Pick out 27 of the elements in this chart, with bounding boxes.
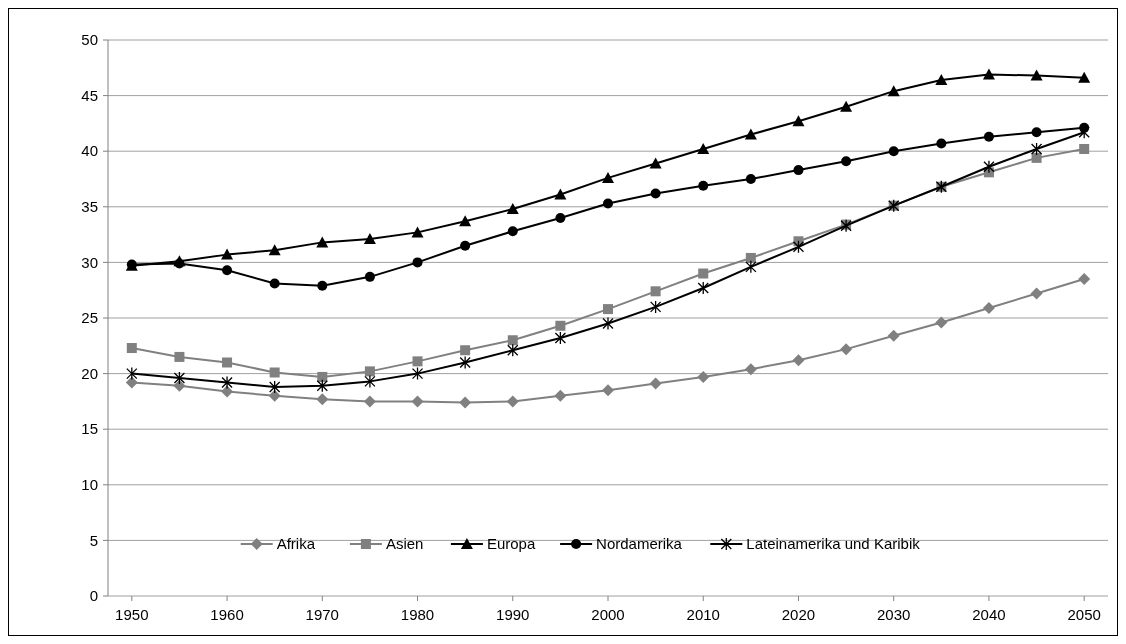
x-tick-label: 1960 <box>210 606 244 623</box>
x-tick-label: 1980 <box>400 606 435 623</box>
y-tick-label: 5 <box>89 531 98 549</box>
y-tick-label: 35 <box>81 198 98 216</box>
y-tick-label: 30 <box>81 253 98 271</box>
legend-label: Europa <box>486 535 536 553</box>
legend-label: Asien <box>385 535 424 553</box>
y-tick-label: 25 <box>81 309 98 327</box>
y-tick-label: 20 <box>81 364 98 382</box>
y-tick-label: 0 <box>89 587 98 605</box>
x-tick-label: 2050 <box>1067 606 1101 623</box>
x-tick-label: 2030 <box>877 606 911 623</box>
legend-label: Afrika <box>276 535 316 553</box>
y-tick-label: 45 <box>81 86 98 104</box>
x-tick-label: 2020 <box>781 606 816 623</box>
y-tick-label: 50 <box>81 31 98 49</box>
x-tick-label: 2040 <box>972 606 1006 623</box>
x-tick-label: 1990 <box>496 606 530 623</box>
y-tick-label: 40 <box>81 142 98 160</box>
x-tick-label: 1950 <box>115 606 149 623</box>
y-tick-label: 10 <box>81 476 98 494</box>
legend-label: Nordamerika <box>596 535 683 553</box>
y-tick-label: 15 <box>81 420 98 438</box>
x-tick-label: 2010 <box>686 606 720 623</box>
x-tick-label: 2000 <box>591 606 625 623</box>
x-tick-label: 1970 <box>305 606 339 623</box>
legend-label: Lateinamerika und Karibik <box>746 535 921 553</box>
